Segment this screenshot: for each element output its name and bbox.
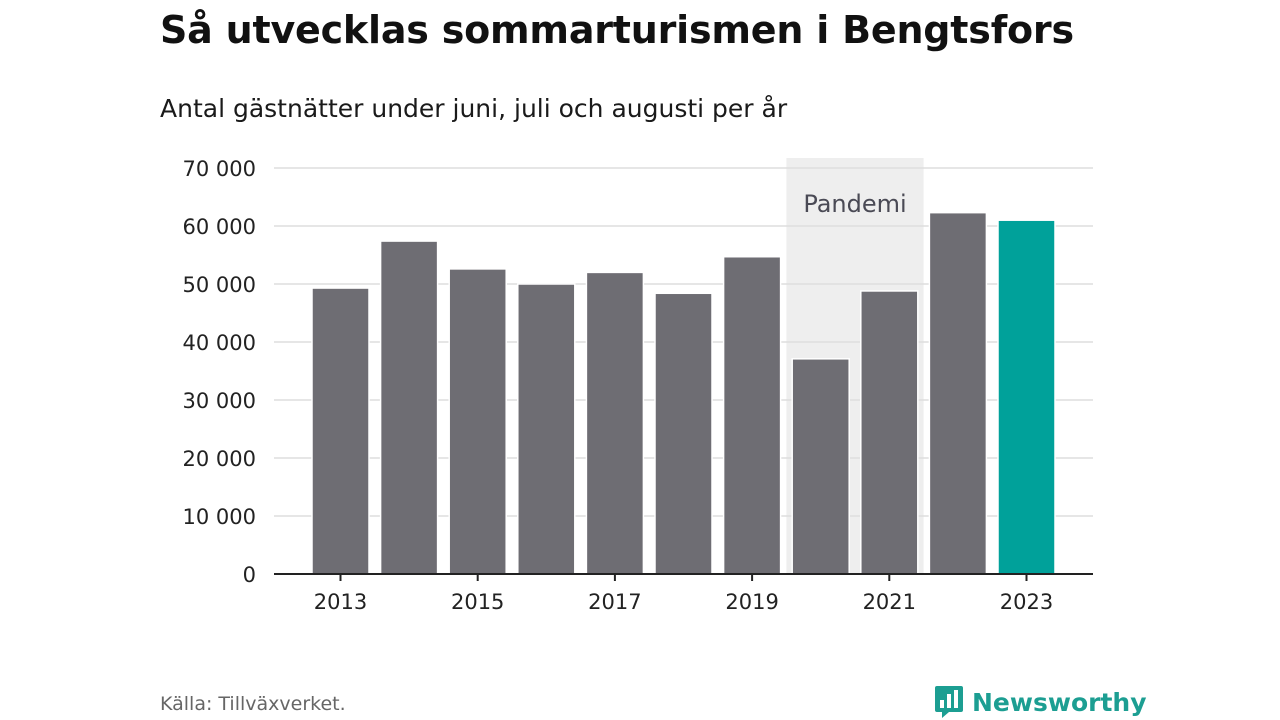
x-tick-label: 2021 (863, 590, 916, 614)
bar-2014 (379, 240, 439, 575)
bar-2019 (722, 255, 782, 575)
x-tick-label: 2013 (314, 590, 367, 614)
bar-2023 (997, 219, 1056, 575)
bar-2020 (791, 358, 850, 575)
x-tick-label: 2019 (725, 590, 778, 614)
bar-2013 (311, 287, 370, 575)
y-tick-label: 40 000 (183, 331, 256, 355)
bar-2021 (860, 290, 919, 575)
y-tick-label: 50 000 (183, 273, 256, 297)
y-tick-label: 30 000 (183, 389, 256, 413)
bar-2017 (585, 271, 645, 575)
y-tick-label: 0 (243, 563, 256, 587)
bar-2022 (928, 211, 988, 575)
chart-subtitle: Antal gästnätter under juni, juli och au… (160, 94, 788, 123)
brand-name: Newsworthy (972, 687, 1147, 717)
source-note: Källa: Tillväxverket. (160, 693, 346, 715)
pandemic-label: Pandemi (803, 190, 906, 218)
y-tick-label: 10 000 (183, 505, 256, 529)
bar-2018 (654, 292, 713, 575)
bar-2016 (517, 283, 576, 575)
chart-title: Så utvecklas sommarturismen i Bengtsfors (160, 8, 1074, 52)
x-tick-label: 2023 (1000, 590, 1053, 614)
y-tick-label: 20 000 (183, 447, 256, 471)
brand-logo: Newsworthy (934, 684, 1147, 720)
bar-2015 (448, 268, 507, 575)
bar-chart-speech-bubble-icon (935, 686, 963, 718)
y-tick-label: 70 000 (183, 157, 256, 181)
x-tick-label: 2017 (588, 590, 641, 614)
y-tick-label: 60 000 (183, 215, 256, 239)
x-tick-label: 2015 (451, 590, 504, 614)
